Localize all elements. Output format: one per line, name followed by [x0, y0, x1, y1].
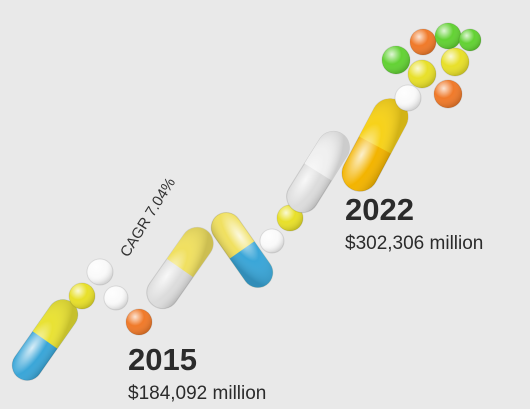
end-value: $302,306 million [345, 233, 483, 254]
tablet-shine [87, 259, 113, 285]
tablet-shine [69, 283, 95, 309]
end-year: 2022 [345, 192, 414, 227]
tablet-shine [126, 309, 152, 335]
tablet-shine [435, 23, 461, 49]
tablet-shine [395, 85, 421, 111]
start-value: $184,092 million [128, 383, 266, 404]
tablet-shine [410, 29, 436, 55]
tablet-shine [441, 48, 469, 76]
tablet-shine [260, 229, 284, 253]
infographic: CAGR 7.04% 2022 $302,306 million 2015 $1… [0, 0, 530, 409]
tablet-shine [104, 286, 128, 310]
tablet-shine [434, 80, 462, 108]
tablet-shine [459, 29, 481, 51]
tablet-shine [408, 60, 436, 88]
tablet-shine [382, 46, 410, 74]
start-year: 2015 [128, 342, 197, 377]
